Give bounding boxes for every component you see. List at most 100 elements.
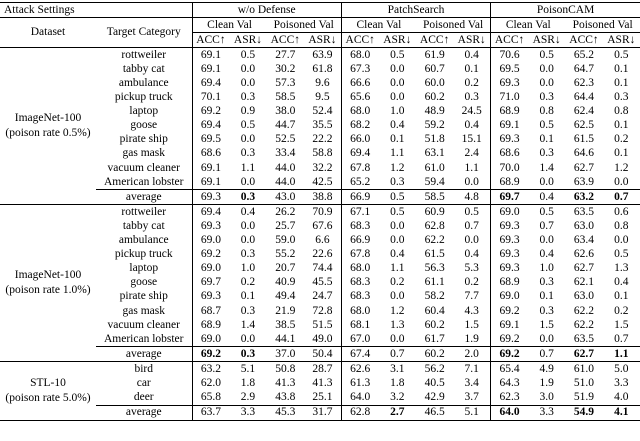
value-cell: 69.0 (200, 262, 221, 275)
value-cell: 69.3 (499, 219, 520, 232)
average-value: 50.4 (303, 346, 342, 362)
category-cell: American lobster (96, 332, 193, 347)
value-cell: 44.1 (275, 332, 296, 345)
value-cell: 68.3 (350, 290, 371, 303)
average-value: 46.5 (415, 404, 454, 421)
dataset-cell: STL-10 (poison rate 5.0%) (0, 362, 96, 420)
method-header: w/o Defense (192, 2, 342, 18)
value-cell: 41.3 (303, 376, 342, 391)
value-cell: 0.4 (390, 119, 405, 132)
value-cell: 0.0 (390, 77, 405, 90)
value-cell: 61.3 (350, 376, 371, 389)
category-cell: goose (96, 118, 193, 133)
value-cell: 72.8 (303, 303, 342, 319)
value-cell: 0.2 (614, 304, 629, 317)
value-cell: 67.8 (350, 161, 371, 174)
value-cell: 0.3 (240, 248, 256, 261)
value-cell: 0.0 (240, 234, 256, 247)
value-cell: 0.5 (390, 48, 405, 61)
value-cell: 51.0 (573, 376, 595, 389)
value-cell: 68.9 (499, 175, 520, 188)
average-value: 3.3 (229, 404, 267, 421)
value-cell: 70.1 (200, 91, 221, 104)
split-header: Clean Val (490, 17, 566, 33)
value-cell: 68.3 (350, 219, 371, 232)
average-value: 0.7 (378, 346, 416, 362)
value-cell: 1.0 (539, 262, 554, 275)
value-cell: 4.0 (614, 391, 629, 404)
value-cell: 0.4 (453, 47, 492, 63)
value-cell: 9.5 (303, 90, 342, 105)
category-cell: ambulance (96, 233, 193, 248)
value-cell: 0.7 (614, 332, 629, 345)
value-cell: 66.6 (350, 77, 371, 90)
value-cell: 0.3 (453, 90, 492, 105)
value-cell: 64.4 (573, 91, 595, 104)
value-cell: 27.7 (275, 48, 296, 61)
split-header: Poisoned Val (565, 17, 640, 33)
metric-header: ASR↓ (229, 32, 267, 48)
value-cell: 0.2 (240, 276, 256, 289)
value-cell: 0.1 (240, 290, 256, 303)
value-cell: 0.0 (240, 62, 256, 75)
table-row: pickup truck 70.1 0.3 58.5 9.5 65.6 0.0 60.2 0.3… (0, 90, 640, 105)
average-label: average (96, 346, 193, 362)
average-value: 5.1 (453, 404, 492, 421)
average-value: 58.5 (415, 189, 454, 205)
average-label: average (96, 189, 193, 205)
value-cell: 0.5 (614, 248, 629, 261)
value-cell: 0.5 (539, 205, 554, 218)
category-cell: vacuum cleaner (96, 318, 193, 333)
value-cell: 0.2 (453, 76, 492, 91)
value-cell: 0.8 (614, 105, 629, 118)
dataset-cell: ImageNet-100 (poison rate 1.0%) (0, 205, 96, 362)
value-cell: 63.5 (573, 332, 595, 345)
value-cell: 62.1 (573, 276, 595, 289)
category-cell: pickup truck (96, 90, 193, 105)
value-cell: 62.2 (573, 304, 595, 317)
value-cell: 7.1 (453, 361, 492, 377)
value-cell: 0.3 (240, 91, 256, 104)
table-row: American lobster 69.1 0.0 44.0 42.5 65.2 0.3 59… (0, 175, 640, 190)
value-cell: 51.8 (424, 133, 445, 146)
value-cell: 66.0 (350, 133, 371, 146)
table-row: car 62.0 1.8 41.3 41.3 61.3 1.8 40.5 3.4 64.3 1.9 5… (0, 376, 640, 391)
split-header: Clean Val (192, 17, 267, 33)
average-value: 2.0 (453, 346, 492, 362)
value-cell: 0.0 (539, 175, 554, 188)
value-cell: 67.3 (350, 62, 371, 75)
value-cell: 0.7 (453, 219, 492, 234)
value-cell: 67.8 (350, 248, 371, 261)
value-cell: 50.8 (275, 362, 296, 375)
value-cell: 0.3 (390, 175, 405, 188)
value-cell: 68.3 (350, 276, 371, 289)
value-cell: 69.4 (200, 77, 221, 90)
value-cell: 69.3 (499, 133, 520, 146)
value-cell: 49.4 (275, 290, 296, 303)
value-cell: 69.0 (499, 205, 520, 218)
method-header: PoisonCAM (536, 3, 595, 16)
value-cell: 0.0 (614, 175, 629, 188)
value-cell: 69.3 (200, 219, 221, 232)
value-cell: 70.9 (303, 204, 342, 220)
table-row: pickup truck 69.2 0.3 55.2 22.6 67.8 0.4 61.5 0.… (0, 247, 640, 262)
value-cell: 63.0 (573, 290, 595, 303)
value-cell: 4.3 (453, 303, 492, 319)
value-cell: 60.7 (424, 62, 445, 75)
dataset-cell: ImageNet-100 (poison rate 0.5%) (0, 48, 96, 205)
value-cell: 0.3 (539, 91, 554, 104)
value-cell: 38.5 (275, 318, 296, 331)
table-row: gas mask 68.6 0.3 33.4 58.8 69.4 1.1 63.1 2.4 68.… (0, 146, 640, 162)
value-cell: 0.0 (240, 133, 256, 146)
value-cell: 0.0 (390, 234, 405, 247)
value-cell: 69.1 (499, 119, 520, 132)
value-cell: 68.9 (499, 276, 520, 289)
value-cell: 69.1 (499, 318, 520, 331)
value-cell: 0.0 (240, 175, 256, 188)
value-cell: 67.6 (303, 219, 342, 234)
value-cell: 21.9 (275, 304, 296, 317)
value-cell: 64.7 (573, 62, 595, 75)
value-cell: 1.5 (453, 318, 492, 333)
value-cell: 69.0 (200, 332, 221, 345)
value-cell: 63.2 (200, 362, 221, 375)
